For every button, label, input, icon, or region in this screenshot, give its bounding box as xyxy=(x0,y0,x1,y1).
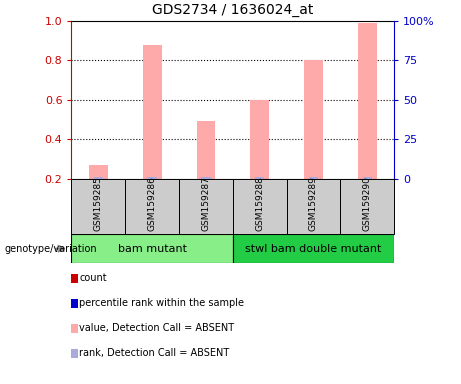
Bar xyxy=(250,100,269,179)
Text: rank, Detection Call = ABSENT: rank, Detection Call = ABSENT xyxy=(79,348,229,358)
Bar xyxy=(94,177,103,179)
Text: GSM159290: GSM159290 xyxy=(363,176,372,231)
Text: GSM159286: GSM159286 xyxy=(148,176,157,231)
Bar xyxy=(233,179,287,234)
Text: count: count xyxy=(79,273,106,283)
Bar xyxy=(125,179,179,234)
Text: GSM159289: GSM159289 xyxy=(309,176,318,231)
Text: GSM159287: GSM159287 xyxy=(201,176,210,231)
Bar xyxy=(148,177,157,179)
Bar xyxy=(71,234,233,263)
Bar xyxy=(143,45,161,179)
Text: value, Detection Call = ABSENT: value, Detection Call = ABSENT xyxy=(79,323,234,333)
Text: genotype/variation: genotype/variation xyxy=(5,243,97,254)
Bar xyxy=(196,121,215,179)
Bar xyxy=(255,177,265,179)
Bar xyxy=(89,165,108,179)
Text: GSM159285: GSM159285 xyxy=(94,176,103,231)
Text: GSM159288: GSM159288 xyxy=(255,176,264,231)
Bar xyxy=(304,61,323,179)
Bar xyxy=(358,23,377,179)
Bar xyxy=(179,179,233,234)
Text: percentile rank within the sample: percentile rank within the sample xyxy=(79,298,244,308)
Bar xyxy=(233,234,394,263)
Bar xyxy=(340,179,394,234)
Bar xyxy=(309,177,318,179)
Text: stwl bam double mutant: stwl bam double mutant xyxy=(245,243,382,254)
Bar xyxy=(201,177,211,179)
Text: bam mutant: bam mutant xyxy=(118,243,187,254)
Title: GDS2734 / 1636024_at: GDS2734 / 1636024_at xyxy=(152,3,313,17)
Bar xyxy=(71,179,125,234)
Bar xyxy=(362,177,372,179)
Bar xyxy=(287,179,340,234)
